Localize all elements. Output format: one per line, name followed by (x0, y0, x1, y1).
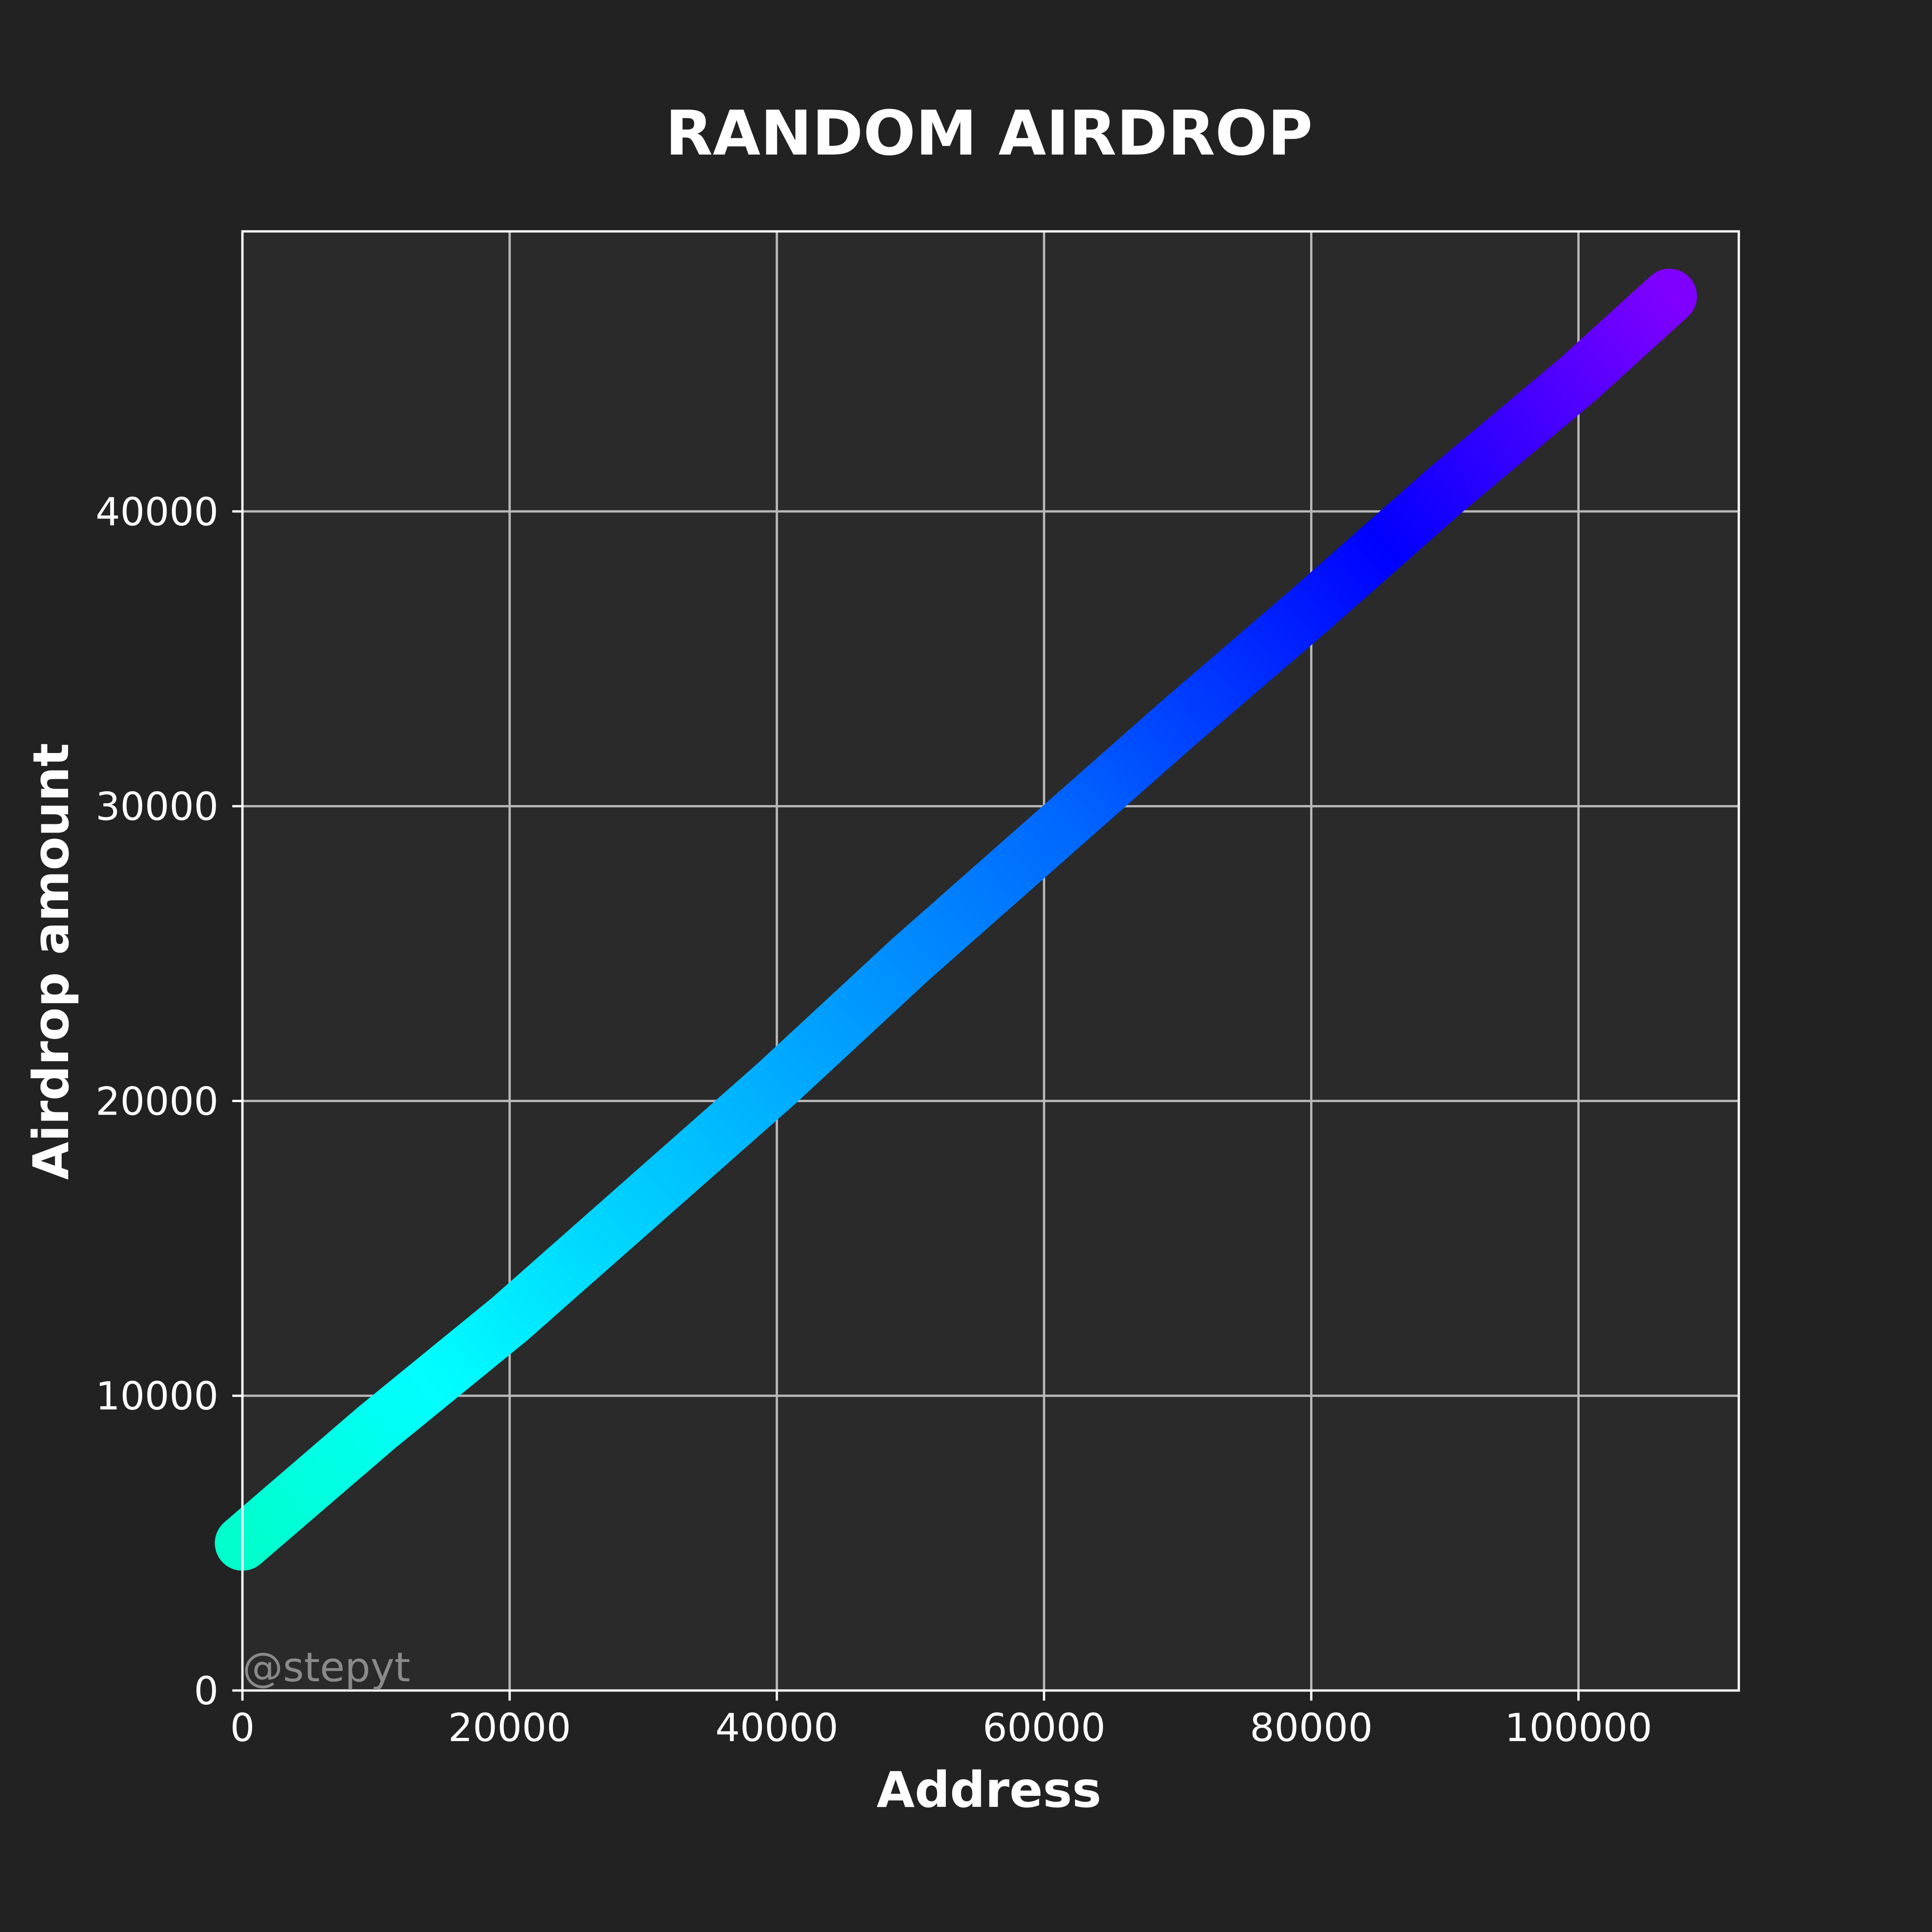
x-tick-label: 100000 (1505, 1705, 1652, 1750)
axis-ticks: 0 20000 40000 60000 80000 100000 0 10000 20000 30… (96, 489, 1652, 1750)
y-tick-label: 20000 (96, 1079, 218, 1124)
x-tick-label: 0 (230, 1705, 254, 1750)
y-tick-label: 40000 (96, 489, 218, 535)
y-tick-label: 0 (194, 1668, 218, 1714)
series-line (215, 269, 1697, 1571)
plot-frame (241, 230, 1740, 1692)
x-tick-label: 80000 (1250, 1705, 1373, 1750)
x-tick-label: 20000 (448, 1705, 571, 1750)
y-tick-label: 30000 (96, 784, 218, 829)
y-tick-label: 10000 (96, 1374, 218, 1419)
y-axis-label: Airdrop amount (23, 743, 80, 1180)
watermark-text: @stepyt (242, 1644, 410, 1691)
grid (242, 231, 1739, 1690)
chart-title: RANDOM AIRDROP (665, 98, 1312, 169)
x-tick-label: 60000 (983, 1705, 1105, 1750)
x-tick-label: 40000 (715, 1705, 838, 1750)
series-layer (215, 269, 1697, 1571)
x-axis-label: Address (877, 1762, 1102, 1819)
